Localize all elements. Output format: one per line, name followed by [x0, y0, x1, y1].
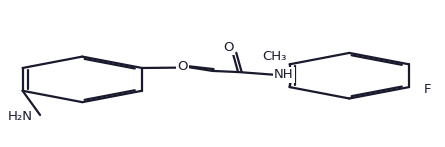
Text: H₂N: H₂N	[8, 110, 32, 123]
Text: F: F	[424, 83, 432, 96]
Text: CH₃: CH₃	[262, 50, 286, 63]
Text: NH: NH	[274, 69, 294, 81]
Text: O: O	[177, 60, 188, 73]
Text: O: O	[223, 41, 234, 54]
